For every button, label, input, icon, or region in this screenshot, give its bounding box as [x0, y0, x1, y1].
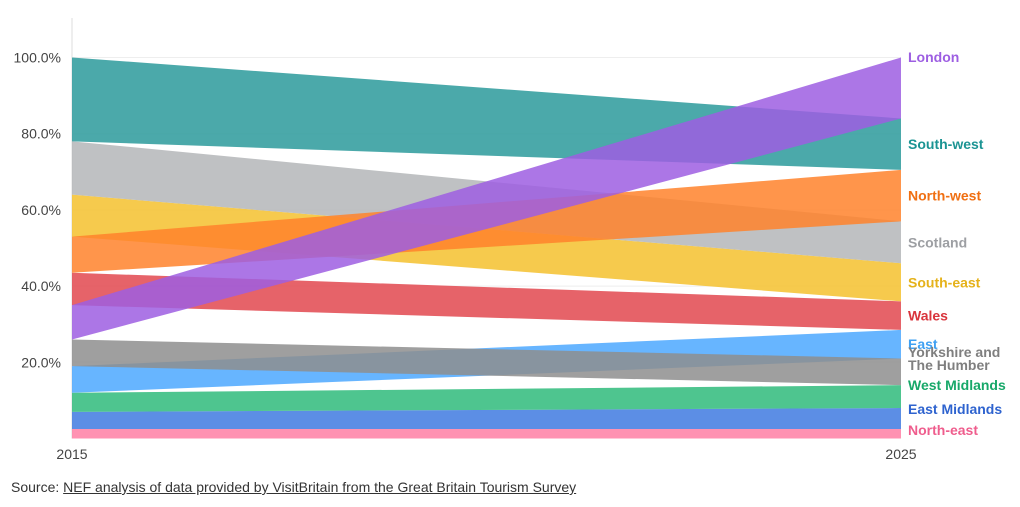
label-east: East: [908, 336, 938, 352]
chart: 20.0% 40.0% 60.0% 80.0% 100.0% 2015 2025 Nort…: [14, 18, 1006, 462]
x-tick-label: 2025: [885, 446, 916, 462]
y-tick-label: 40.0%: [21, 278, 61, 294]
y-tick-label: 20.0%: [21, 354, 61, 370]
source-note: Source: NEF analysis of data provided by…: [11, 479, 576, 495]
label-north-west: North-west: [908, 188, 981, 204]
label-west-midlands: West Midlands: [908, 377, 1006, 393]
label-east-midlands: East Midlands: [908, 401, 1002, 417]
area-north-east: [72, 428, 901, 439]
area-london: [72, 57, 901, 340]
label-scotland: Scotland: [908, 234, 967, 250]
x-tick-label: 2015: [56, 446, 87, 462]
series-labels: North-east East Midlands West Midlands East…: [908, 49, 1006, 438]
label-south-west: South-west: [908, 136, 984, 152]
label-north-east: North-east: [908, 422, 978, 438]
area-wales: [72, 272, 901, 330]
y-tick-label: 100.0%: [14, 50, 61, 66]
label-london: London: [908, 49, 959, 65]
source-prefix: Source:: [11, 479, 64, 495]
label-south-east: South-east: [908, 274, 981, 290]
label-yorkshire-and-the-humber: Yorkshire and The Humber: [908, 344, 1000, 373]
series-areas: [72, 57, 901, 439]
label-wales: Wales: [908, 308, 948, 324]
area-east-midlands: [72, 408, 901, 429]
y-tick-label: 80.0%: [21, 126, 61, 142]
area-west-midlands: [72, 385, 901, 412]
x-axis: 2015 2025: [56, 446, 916, 462]
y-tick-label: 60.0%: [21, 202, 61, 218]
source-link[interactable]: NEF analysis of data provided by VisitBr…: [63, 479, 577, 495]
area-yorkshire-and-the-humber: [72, 339, 901, 386]
y-axis: 20.0% 40.0% 60.0% 80.0% 100.0%: [14, 50, 61, 371]
